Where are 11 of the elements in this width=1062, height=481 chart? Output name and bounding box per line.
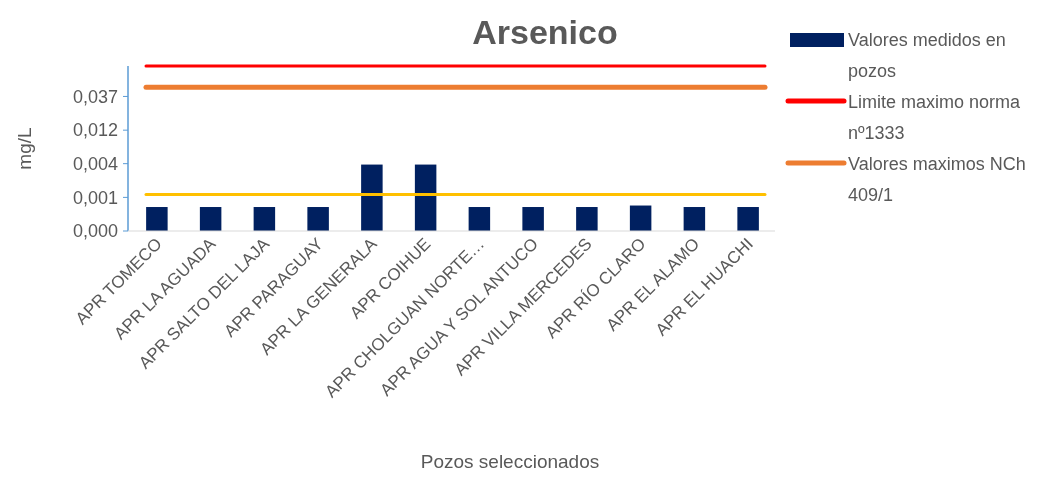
legend-label: Valores medidos en pozos xyxy=(848,30,1006,81)
chart-title: Arsenico xyxy=(472,13,618,51)
y-tick-label: 0,004 xyxy=(72,153,118,174)
y-axis-title: mg/L xyxy=(14,127,35,170)
legend-label: Limite maximo norma nº1333 xyxy=(848,92,1022,143)
x-axis-title: Pozos seleccionados xyxy=(420,451,600,472)
y-tick-label: 0,000 xyxy=(72,221,118,242)
legend-label: Valores maximos NCh 409/1 xyxy=(848,154,1026,205)
y-tick-label: 0,037 xyxy=(72,86,118,107)
y-tick-label: 0,001 xyxy=(72,187,118,208)
y-tick-label: 0,012 xyxy=(72,120,118,141)
